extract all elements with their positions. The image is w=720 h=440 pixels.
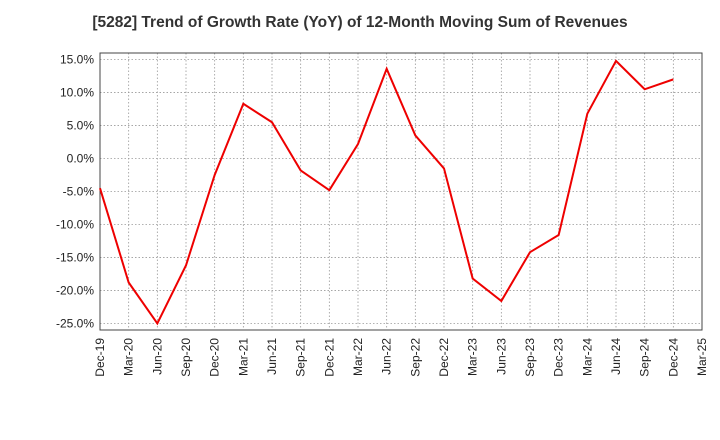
y-tick-label: 15.0% (60, 53, 94, 67)
y-tick-label: 0.0% (67, 152, 95, 166)
x-tick-label: Jun-21 (265, 338, 279, 375)
x-tick-label: Mar-21 (236, 338, 250, 376)
x-tick-label: Sep-21 (294, 338, 308, 377)
x-tick-label: Mar-23 (466, 338, 480, 376)
y-tick-label: -20.0% (56, 283, 94, 297)
x-tick-label: Dec-23 (552, 338, 566, 377)
x-tick-label: Dec-19 (93, 338, 107, 377)
x-tick-label: Sep-24 (638, 338, 652, 377)
y-tick-label: -5.0% (63, 185, 95, 199)
x-tick-label: Mar-25 (695, 338, 709, 376)
x-tick-label: Mar-20 (122, 338, 136, 376)
series-line (99, 59, 674, 326)
x-tick-label: Sep-23 (523, 338, 537, 377)
x-tick-label: Sep-22 (408, 338, 422, 377)
x-tick-label: Dec-22 (437, 338, 451, 377)
y-tick-label: -15.0% (56, 250, 94, 264)
x-tick-label: Dec-21 (322, 338, 336, 377)
x-tick-label: Jun-23 (494, 338, 508, 375)
x-tick-label: Dec-24 (666, 338, 680, 377)
y-tick-label: -10.0% (56, 217, 94, 231)
x-tick-label: Dec-20 (208, 338, 222, 377)
x-tick-label: Sep-20 (179, 338, 193, 377)
x-tick-label: Jun-24 (609, 338, 623, 375)
x-tick-label: Mar-24 (580, 338, 594, 376)
chart-title: [5282] Trend of Growth Rate (YoY) of 12-… (92, 14, 628, 31)
x-tick-label: Jun-20 (150, 338, 164, 375)
x-tick-label: Mar-22 (351, 338, 365, 376)
y-tick-label: 10.0% (60, 86, 94, 100)
y-tick-label: 5.0% (67, 119, 95, 133)
x-tick-label: Jun-22 (380, 338, 394, 375)
y-tick-label: -25.0% (56, 316, 94, 330)
